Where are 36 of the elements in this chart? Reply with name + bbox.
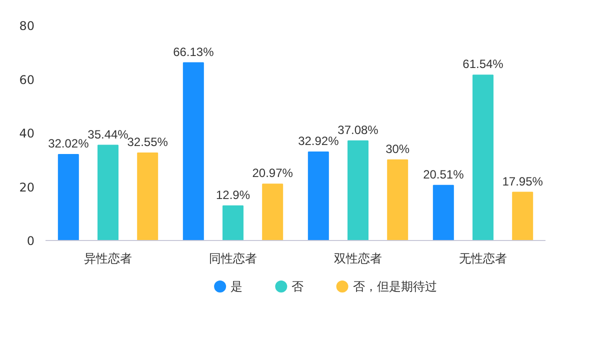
x-tick-label: 无性恋者: [459, 252, 507, 266]
bar: [472, 74, 494, 240]
data-label: 12.9%: [216, 188, 250, 202]
data-label: 35.44%: [88, 127, 129, 142]
bar: [308, 152, 329, 240]
bar: [512, 192, 534, 240]
data-label: 17.95%: [502, 174, 544, 188]
bar: [182, 62, 204, 240]
data-label: 37.08%: [338, 122, 379, 137]
y-tick-label: 40: [19, 126, 35, 140]
bar: [98, 144, 118, 240]
data-label: 20.51%: [423, 167, 464, 182]
data-label: 32.92%: [298, 134, 340, 148]
legend-label: 是: [230, 280, 243, 294]
bar: [222, 205, 244, 240]
y-tick-label: 20: [19, 180, 35, 194]
data-label: 66.13%: [173, 44, 214, 59]
x-tick-label: 双性恋者: [334, 252, 382, 266]
bar: [58, 154, 79, 240]
data-label: 32.02%: [48, 136, 90, 150]
bar: [348, 140, 368, 240]
data-label: 20.97%: [252, 166, 294, 180]
legend-label: 否，但是期待过: [352, 280, 437, 294]
data-label: 61.54%: [462, 57, 504, 72]
data-label: 30%: [386, 142, 410, 156]
legend-label: 否: [292, 280, 304, 294]
y-tick-label: 80: [19, 19, 35, 33]
bar: [432, 184, 454, 240]
bar: [137, 152, 158, 240]
data-label: 32.55%: [127, 135, 168, 150]
bar: [262, 184, 284, 240]
x-tick-label: 异性恋者: [84, 252, 132, 266]
bar: [387, 159, 408, 240]
x-tick-label: 同性恋者: [209, 252, 257, 266]
y-tick-label: 60: [19, 72, 35, 87]
y-tick-label: 0: [26, 234, 35, 248]
